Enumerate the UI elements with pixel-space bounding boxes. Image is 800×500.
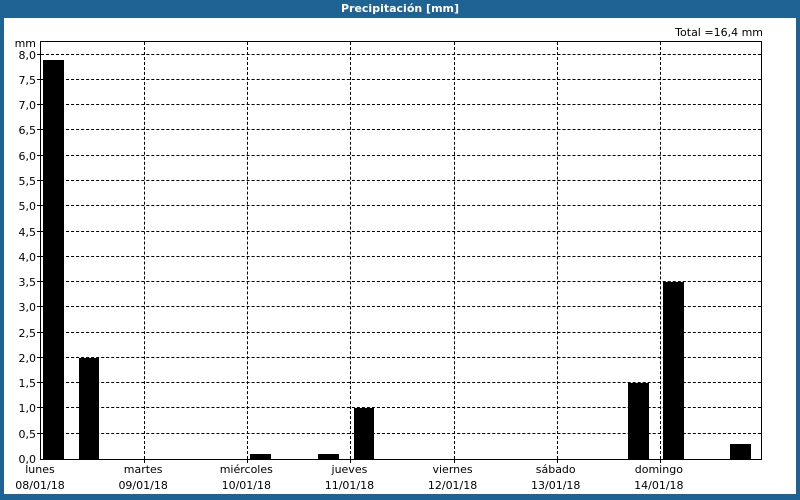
y-axis-unit-label: mm	[14, 37, 36, 50]
x-date-label: 13/01/18	[531, 479, 581, 492]
y-axis-tick	[37, 78, 41, 80]
y-tick-label: 6,0	[18, 149, 37, 163]
y-gridline	[41, 432, 761, 434]
y-gridline	[41, 129, 761, 131]
y-axis-tick	[37, 407, 41, 409]
y-axis-tick	[37, 154, 41, 156]
day-gridline	[144, 42, 146, 459]
y-axis-tick	[37, 104, 41, 106]
x-date-label: 08/01/18	[15, 479, 65, 492]
y-axis-tick	[37, 331, 41, 333]
y-tick-label: 2,0	[18, 351, 37, 365]
x-date-label: 12/01/18	[427, 479, 478, 492]
y-axis-tick	[37, 356, 41, 358]
x-day-label: domingo	[634, 463, 683, 476]
y-tick-label: 4,5	[18, 225, 37, 239]
y-axis-tick	[37, 281, 41, 283]
y-gridline	[41, 180, 761, 182]
x-date-label: 10/01/18	[221, 479, 271, 492]
precipitation-bar	[662, 282, 684, 459]
y-gridline	[41, 306, 761, 308]
y-axis-tick	[37, 255, 41, 257]
y-tick-label: 2,5	[18, 326, 37, 340]
y-axis-tick	[37, 230, 41, 232]
x-date-label: 09/01/18	[118, 479, 168, 492]
y-gridline	[41, 255, 761, 257]
day-gridline	[659, 42, 661, 459]
total-label: Total =16,4 mm	[675, 26, 763, 39]
y-axis-tick	[37, 432, 41, 434]
y-tick-label: 4,0	[18, 250, 37, 264]
y-gridline	[41, 205, 761, 207]
precipitation-bar	[627, 383, 649, 459]
x-axis-tick	[350, 459, 352, 463]
day-gridline	[453, 42, 455, 459]
y-tick-label: 1,0	[18, 402, 37, 416]
y-gridline	[41, 382, 761, 384]
y-tick-label: 6,5	[18, 124, 37, 138]
precipitation-bar	[318, 453, 340, 459]
y-tick-label: 8,0	[18, 48, 37, 62]
window-title: Precipitación [mm]	[340, 2, 460, 15]
precipitation-bar	[43, 59, 64, 459]
chart-panel: Total =16,4 mm mm 8,0 7,5 7,0 6,5 6,0 5,5 5,0 4…	[4, 18, 796, 494]
y-tick-label: 7,5	[18, 73, 37, 87]
day-gridline	[556, 42, 558, 459]
x-day-label: viernes	[432, 463, 473, 476]
x-axis-tick	[556, 459, 558, 463]
x-day-label: jueves	[331, 463, 368, 476]
y-gridline	[41, 53, 761, 55]
y-gridline	[41, 356, 761, 358]
x-date-label: 11/01/18	[324, 479, 375, 492]
y-tick-label: 0,0	[18, 453, 37, 466]
y-gridline	[41, 230, 761, 232]
x-axis-tick	[247, 459, 249, 463]
day-gridline	[350, 42, 352, 459]
y-gridline	[41, 104, 761, 106]
precipitation-bar	[353, 408, 375, 459]
window-titlebar: Precipitación [mm]	[0, 0, 800, 18]
x-axis-tick	[659, 459, 661, 463]
y-gridline	[41, 281, 761, 283]
y-tick-label: 3,0	[18, 301, 37, 315]
precipitation-bar	[78, 357, 100, 459]
y-gridline	[41, 407, 761, 409]
y-tick-label: 5,0	[18, 200, 37, 214]
y-tick-label: 0,5	[18, 427, 37, 441]
y-tick-label: 5,5	[18, 175, 37, 188]
x-day-label: martes	[123, 463, 163, 476]
y-tick-label: 3,5	[18, 276, 37, 290]
x-date-label: 14/01/18	[634, 479, 684, 492]
y-axis-tick	[37, 180, 41, 182]
y-axis-tick	[37, 382, 41, 384]
y-tick-label: 1,5	[18, 377, 37, 391]
x-day-label: sábado	[535, 463, 576, 476]
x-axis-tick	[453, 459, 455, 463]
y-gridline	[41, 154, 761, 156]
y-gridline	[41, 331, 761, 333]
precipitation-bar	[250, 453, 271, 459]
x-day-label: miércoles	[219, 463, 273, 476]
y-axis-tick	[37, 205, 41, 207]
precipitation-bar	[729, 443, 751, 459]
y-tick-label: 7,0	[18, 99, 37, 113]
y-axis-tick	[37, 306, 41, 308]
y-gridline	[41, 78, 761, 80]
x-axis-tick	[144, 459, 146, 463]
y-axis-tick	[37, 53, 41, 55]
plot-area	[37, 41, 762, 463]
y-axis-tick	[37, 129, 41, 131]
x-day-label: lunes	[25, 463, 55, 476]
day-gridline	[247, 42, 249, 459]
